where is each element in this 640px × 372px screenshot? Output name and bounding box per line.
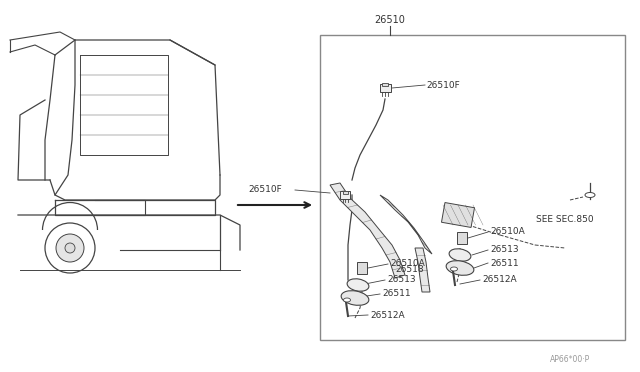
Text: 26513: 26513 bbox=[387, 276, 415, 285]
Text: 26510A: 26510A bbox=[390, 260, 425, 269]
Ellipse shape bbox=[341, 291, 369, 305]
Text: 26511: 26511 bbox=[382, 289, 411, 298]
Ellipse shape bbox=[65, 243, 75, 253]
Text: 26511: 26511 bbox=[490, 259, 518, 267]
Text: SEE SEC.850: SEE SEC.850 bbox=[536, 215, 594, 224]
Polygon shape bbox=[380, 195, 432, 254]
Text: 26510: 26510 bbox=[374, 15, 405, 25]
Ellipse shape bbox=[56, 234, 84, 262]
Text: AP66*00·P: AP66*00·P bbox=[550, 356, 590, 365]
Text: 26510F: 26510F bbox=[426, 80, 460, 90]
Bar bbox=[340, 191, 350, 199]
Ellipse shape bbox=[446, 261, 474, 275]
Bar bbox=[382, 83, 388, 86]
Polygon shape bbox=[415, 248, 430, 292]
Bar bbox=[457, 232, 467, 244]
Text: 26512A: 26512A bbox=[482, 276, 516, 285]
Ellipse shape bbox=[45, 223, 95, 273]
Text: 26510A: 26510A bbox=[490, 228, 525, 237]
Bar bbox=[442, 202, 474, 227]
Ellipse shape bbox=[449, 249, 471, 261]
Polygon shape bbox=[330, 183, 405, 278]
Text: 26510F: 26510F bbox=[248, 186, 282, 195]
Text: 26513: 26513 bbox=[490, 246, 518, 254]
Text: 26518: 26518 bbox=[395, 266, 424, 275]
Ellipse shape bbox=[451, 267, 458, 271]
Ellipse shape bbox=[585, 192, 595, 198]
Bar bbox=[380, 84, 390, 92]
Ellipse shape bbox=[344, 298, 351, 302]
Text: 26512A: 26512A bbox=[370, 311, 404, 320]
Bar bbox=[357, 262, 367, 274]
Bar bbox=[320, 35, 625, 340]
Ellipse shape bbox=[347, 279, 369, 291]
Bar bbox=[342, 190, 348, 193]
